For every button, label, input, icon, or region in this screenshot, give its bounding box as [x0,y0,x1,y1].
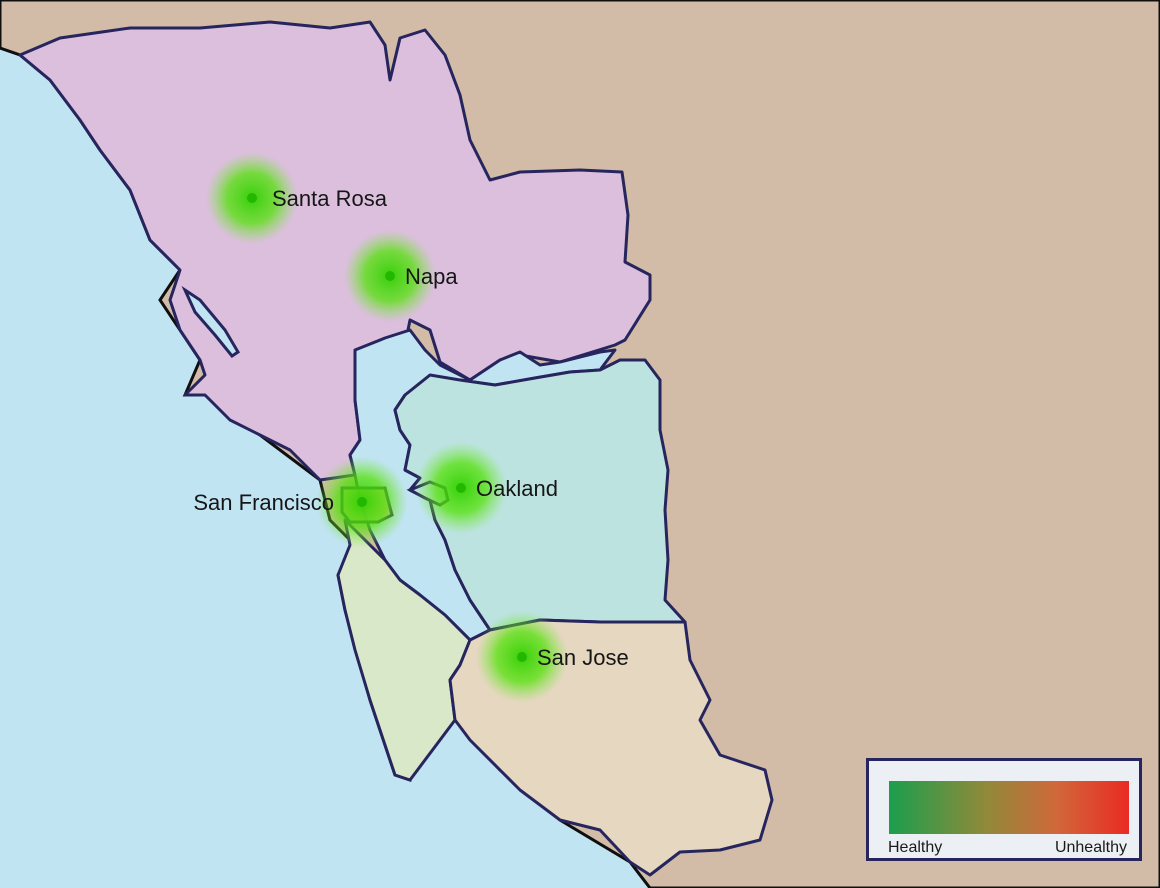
city-dot [517,652,527,662]
health-legend: Healthy Unhealthy [866,758,1142,861]
city-marker-san-francisco[interactable]: San Francisco [193,456,408,548]
city-dot [357,497,367,507]
city-dot [456,483,466,493]
city-layer: Santa Rosa Napa San Francisco Oakland San Jo… [193,152,629,703]
city-marker-santa-rosa[interactable]: Santa Rosa [206,152,388,244]
city-label: Oakland [476,476,558,501]
city-marker-napa[interactable]: Napa [344,230,458,322]
city-label: San Francisco [193,490,334,515]
city-label: Napa [405,264,458,289]
city-marker-oakland[interactable]: Oakland [415,442,558,534]
city-marker-san-jose[interactable]: San Jose [476,611,629,703]
tomales-bay [181,285,241,359]
city-dot [247,193,257,203]
city-label: Santa Rosa [272,186,388,211]
health-gradient-bar [889,781,1129,834]
legend-healthy-label: Healthy [888,839,943,856]
city-label: San Jose [537,645,629,670]
legend-unhealthy-label: Unhealthy [1054,839,1127,856]
city-dot [385,271,395,281]
